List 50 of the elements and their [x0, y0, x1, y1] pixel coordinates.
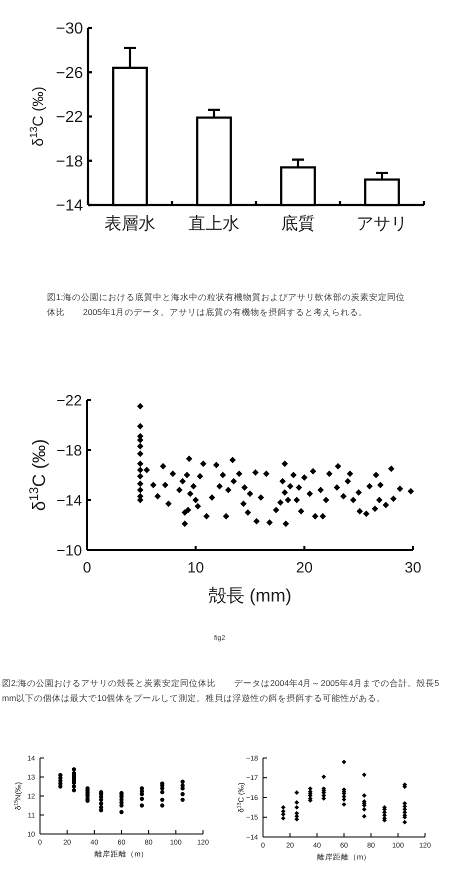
- point: [72, 767, 76, 772]
- point: [99, 805, 104, 810]
- point: [362, 793, 367, 798]
- x-tick-label: 表層水: [104, 214, 156, 233]
- y-tick-label: −14: [56, 198, 84, 215]
- point: [72, 788, 76, 792]
- point: [160, 798, 164, 802]
- point: [342, 802, 346, 807]
- point: [280, 816, 286, 821]
- point: [342, 760, 346, 764]
- y-tick-label: −26: [56, 64, 84, 82]
- x-tick-label: アサリ: [356, 214, 408, 233]
- point: [180, 780, 185, 784]
- point: [362, 814, 367, 819]
- point: [294, 805, 300, 810]
- point: [294, 800, 300, 805]
- point: [99, 802, 104, 806]
- point: [280, 805, 286, 810]
- x-tick-label: 直上水: [188, 214, 240, 233]
- point: [72, 784, 76, 789]
- x-tick-label: 0: [82, 560, 92, 576]
- y-tick-label: −18: [56, 153, 84, 170]
- point: [140, 803, 144, 808]
- point: [321, 774, 326, 780]
- point: [180, 792, 185, 796]
- point: [58, 773, 62, 778]
- point: [294, 790, 300, 795]
- y-tick-label: −10: [56, 542, 82, 560]
- point: [140, 796, 144, 801]
- point: [180, 798, 185, 802]
- point: [160, 790, 164, 794]
- y-tick-label: −30: [56, 20, 84, 38]
- x-tick-label: 底質: [281, 214, 315, 233]
- x-axis-title: 殻長 (mm): [208, 585, 292, 606]
- point: [119, 810, 124, 814]
- x-tick-label: 10: [187, 560, 204, 576]
- point: [362, 772, 367, 778]
- caption: 図2:海の公園おけるアサリの殻長と炭素安定同位体比 データは2004年4月～2005年4月までの合計。殻長5mm以下の個体は最大で10個体をプールして測定。稚貝は浮遊性の餌を摂餌する可能性がある。: [2, 678, 440, 703]
- caption: 図1:海の公園における底質中と海水中の粒状有機物質およびアサリ軟体部の炭素安定同位体比 2005年1月のデータ。アサリは底質の有機物を摂餌すると考えられる。: [47, 292, 406, 317]
- y-tick-label: −14: [56, 492, 82, 510]
- point: [308, 786, 313, 791]
- x-tick-label: 30: [404, 560, 422, 576]
- point: [140, 786, 144, 790]
- point: [402, 820, 408, 824]
- point: [160, 803, 164, 808]
- x-tick-label: 20: [296, 560, 313, 576]
- y-tick-label: −18: [56, 442, 82, 460]
- y-tick-label: −22: [56, 109, 84, 126]
- y-tick-label: −22: [56, 392, 82, 410]
- point: [362, 807, 367, 812]
